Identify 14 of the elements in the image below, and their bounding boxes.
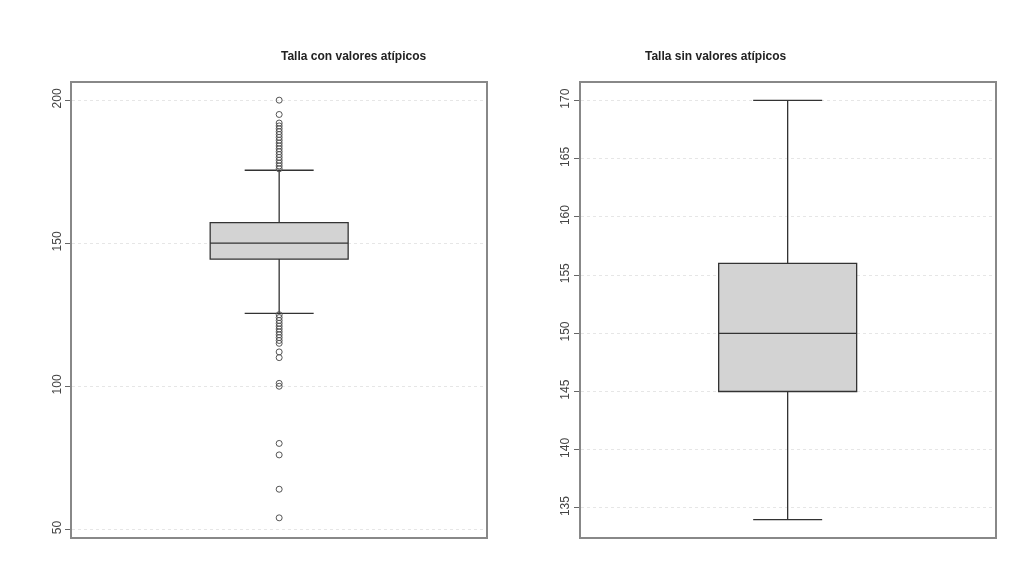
y-tick-label: 200	[49, 88, 64, 109]
y-tick-label: 100	[49, 374, 64, 395]
chart-title: Talla sin valores atípicos	[645, 49, 787, 63]
y-tick-label: 150	[49, 231, 64, 252]
y-tick-label: 160	[558, 204, 573, 226]
chart-title: Talla con valores atípicos	[281, 49, 427, 63]
y-tick-label: 155	[558, 262, 573, 284]
y-tick-label: 140	[558, 437, 573, 458]
y-tick-label: 50	[49, 520, 64, 535]
y-tick-label: 170	[558, 88, 573, 109]
y-tick-label: 135	[558, 495, 573, 517]
y-tick-label: 165	[558, 146, 573, 167]
y-tick-label: 145	[558, 379, 573, 400]
y-tick-label: 150	[558, 321, 573, 342]
